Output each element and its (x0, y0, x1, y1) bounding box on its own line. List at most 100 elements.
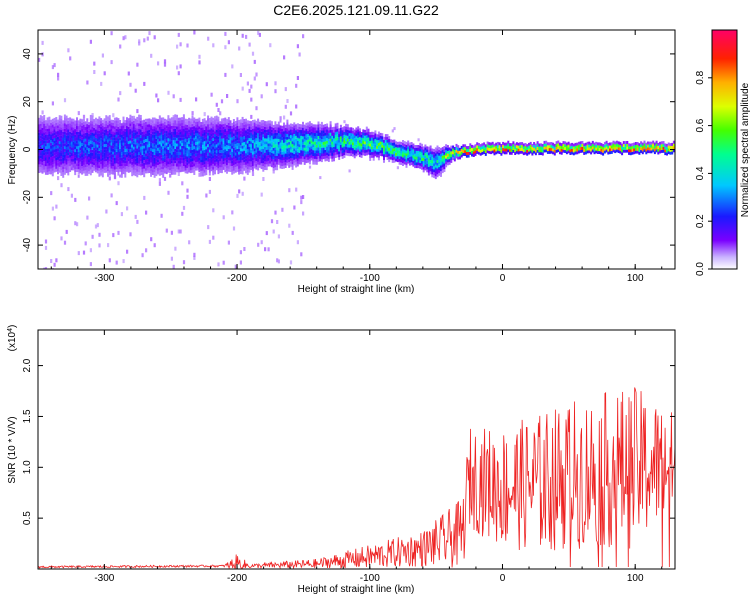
spectrogram-cell (198, 143, 201, 147)
spectrogram-cell (277, 138, 280, 142)
spectrogram-cell (96, 164, 99, 168)
spectrogram-cell (179, 143, 182, 147)
spectrogram-cell (139, 140, 142, 144)
spectrogram-cell (115, 166, 118, 170)
spectrogram-cell (200, 136, 203, 140)
spectrogram-cell (67, 120, 70, 124)
spectrogram-cell (572, 143, 575, 147)
spectrogram-cell (410, 156, 413, 160)
spectrogram-cell (329, 124, 332, 128)
spectrogram-cell (610, 148, 613, 151)
spectrogram-cell (465, 154, 468, 158)
spectrogram-cell (186, 162, 189, 166)
spectrogram-cell (274, 210, 277, 215)
spectrogram-cell (160, 146, 163, 150)
spectrogram-cell (72, 167, 75, 171)
spectrogram-cell (39, 129, 42, 133)
spectrogram-cell (434, 170, 437, 174)
spectrogram-cell (101, 174, 104, 178)
spectrogram-cell (208, 126, 211, 130)
spectrogram-cell (124, 140, 127, 144)
spectrogram-cell (215, 121, 218, 125)
spectrogram-cell (377, 131, 380, 135)
spectrogram-cell (314, 138, 316, 142)
spectrogram-cell (355, 147, 358, 151)
spectrogram-cell (339, 139, 342, 143)
spectrogram-cell (232, 153, 235, 157)
spectrogram-cell (229, 131, 232, 135)
spectrogram-cell (55, 134, 58, 138)
spectrogram-cell (600, 143, 603, 147)
spectrogram-cell (138, 151, 141, 155)
spectrogram-cell (62, 160, 65, 164)
spectrogram-cell (459, 156, 461, 160)
spectrogram-cell (352, 153, 354, 157)
spectrogram-cell (76, 151, 78, 155)
spectrogram-cell (650, 150, 653, 154)
spectrogram-cell (193, 117, 196, 121)
spectrogram-cell (315, 127, 318, 131)
spectrogram-cell (400, 147, 403, 151)
spectrogram-cell (165, 168, 168, 172)
spectrogram-cell (257, 141, 260, 145)
spectrogram-cell (138, 149, 141, 153)
spectrogram-cell (362, 132, 365, 136)
spectrogram-cell (89, 126, 92, 130)
spectrogram-cell (341, 130, 344, 134)
spectrogram-cell (107, 136, 109, 140)
spectrogram-cell (200, 127, 203, 131)
spectrogram-cell (148, 129, 151, 133)
spectrogram-cell (396, 147, 399, 151)
spectrogram-cell (260, 143, 263, 147)
spectrogram-cell (148, 158, 151, 162)
spectrogram-cell (220, 170, 223, 174)
spectrogram-cell (357, 149, 360, 153)
spectrogram-cell (113, 160, 116, 164)
spectrogram-cell (274, 150, 277, 153)
spectrogram-cell (427, 172, 430, 176)
spectrogram-cell (293, 148, 296, 152)
spectrogram-cell (386, 148, 389, 152)
spectrogram-cell (167, 115, 170, 119)
spectrogram-cell (296, 132, 299, 135)
spectrogram-cell (153, 35, 156, 40)
spectrogram-cell (124, 151, 127, 155)
spectrogram-cell (381, 138, 384, 142)
spectrogram-cell (391, 129, 394, 133)
spectrogram-cell (69, 140, 72, 144)
spectrogram-cell (146, 156, 149, 159)
spectrogram-cell (150, 162, 153, 166)
spectrogram-cell (364, 141, 367, 145)
spectrogram-cell (227, 240, 230, 245)
spectrogram-cell (50, 165, 53, 169)
spectrogram-cell (253, 151, 256, 155)
spectrogram-cell (74, 149, 77, 153)
spectrogram-cell (146, 138, 149, 142)
spectrogram-cell (667, 142, 670, 146)
spectrogram-cell (274, 155, 277, 159)
spectrogram-cell (181, 145, 184, 149)
spectrogram-cell (193, 154, 196, 158)
spectrogram-cell (372, 154, 375, 158)
spectrogram-cell (667, 151, 670, 155)
spectrogram-cell (207, 149, 210, 153)
spectrogram-cell (176, 169, 178, 173)
spectrogram-cell (207, 161, 210, 165)
y-tick-label: -40 (22, 237, 33, 252)
spectrogram-cell (302, 156, 304, 160)
spectrogram-cell (46, 123, 49, 127)
spectrogram-cell (122, 259, 125, 264)
spectrogram-cell (352, 139, 354, 143)
spectrogram-cell (181, 168, 184, 172)
spectrogram-cell (63, 151, 66, 155)
snr-multiplier: (x104) (7, 325, 19, 352)
spectrogram-cell (248, 42, 251, 47)
spectrogram-cell (62, 143, 65, 147)
spectrogram-cell (182, 148, 185, 152)
spectrogram-cell (53, 132, 56, 136)
spectrogram-cell (422, 160, 425, 164)
spectrogram-cell (331, 147, 334, 151)
spectrogram-cell (377, 151, 380, 155)
spectrogram-cell (182, 120, 185, 123)
spectrogram-cell (153, 134, 156, 138)
